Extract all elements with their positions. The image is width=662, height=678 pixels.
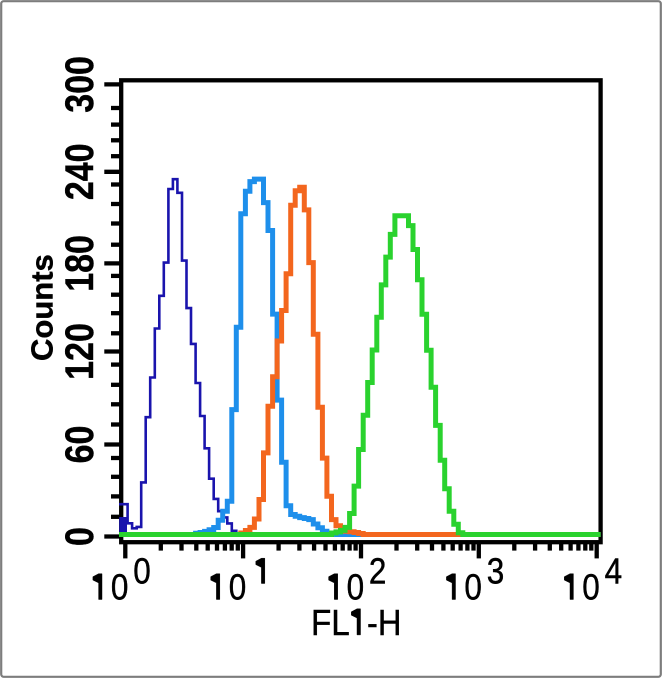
svg-text:FL: FL [311, 602, 350, 643]
svg-text:2: 2 [369, 552, 387, 592]
svg-text:0: 0 [133, 552, 151, 592]
svg-text:4: 4 [605, 552, 623, 592]
svg-text:240: 240 [57, 143, 102, 200]
svg-text:120: 120 [57, 323, 102, 380]
svg-text:0: 0 [111, 568, 129, 608]
svg-text:0: 0 [229, 568, 247, 608]
svg-text:180: 180 [57, 235, 102, 292]
svg-text:60: 60 [57, 426, 102, 464]
svg-text:300: 300 [57, 56, 102, 113]
svg-text:0: 0 [347, 568, 365, 608]
svg-text:Counts: Counts [24, 254, 59, 361]
svg-text:0: 0 [57, 527, 102, 546]
svg-text:0: 0 [582, 568, 600, 608]
svg-text:-H: -H [367, 602, 401, 643]
svg-text:0: 0 [464, 568, 482, 608]
svg-text:3: 3 [487, 552, 505, 592]
